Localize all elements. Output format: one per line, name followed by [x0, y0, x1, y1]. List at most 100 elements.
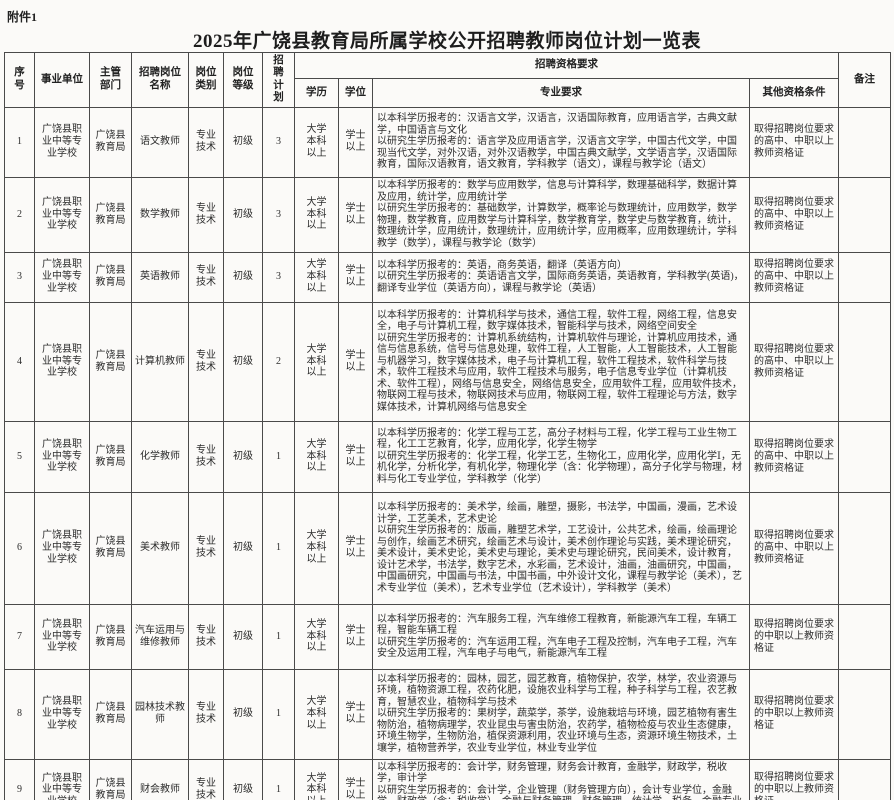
- cell-unit: 广饶县职业中等专业学校: [34, 668, 90, 760]
- cell-no: 1: [4, 106, 35, 178]
- cell-major: 以本科学历报考的：汉语言文学，汉语言，汉语国际教育，应用语言学，古典文献学，中国…: [372, 106, 750, 178]
- cell-unit: 广饶县职业中等专业学校: [34, 491, 90, 605]
- cell-major: 以本科学历报考的：园林，园艺，园艺教育，植物保护，农学，林学，农业资源与环境，植…: [372, 668, 750, 760]
- cell-plan: 3: [262, 176, 295, 253]
- cell-education: 大学本科以上: [294, 420, 339, 493]
- cell-position: 化学教师: [131, 420, 189, 493]
- cell-degree: 学士以上: [338, 106, 373, 178]
- cell-major: 以本科学历报考的：计算机科学与技术，通信工程，软件工程，网络工程，信息安全，电子…: [372, 301, 750, 422]
- page-title: 2025年广饶县教育局所属学校公开招聘教师岗位计划一览表: [192, 31, 701, 52]
- cell-remark: [838, 176, 891, 253]
- table-row: 6 广饶县职业中等专业学校 广饶县教育局 美术教师 专业技术 初级 1 大学本科…: [4, 491, 891, 605]
- cell-degree: 学士以上: [338, 176, 373, 253]
- cell-position: 园林技术教师: [131, 668, 189, 760]
- cell-major: 以本科学历报考的：美术学，绘画，雕塑，摄影，书法学，中国画，漫画，艺术设计学，工…: [372, 491, 750, 605]
- cell-remark: [838, 668, 891, 760]
- cell-remark: [838, 301, 891, 422]
- cell-level: 初级: [223, 758, 263, 800]
- table-row: 9 广饶县职业中等专业学校 广饶县教育局 财会教师 专业技术 初级 1 大学本科…: [4, 758, 891, 800]
- job-plan-table: 序号 事业单位 主管部门 招聘岗位名称 岗位类别 岗位等级 招聘计划 招聘资格要…: [4, 52, 891, 800]
- cell-position: 计算机教师: [131, 301, 189, 422]
- cell-remark: [838, 106, 891, 178]
- cell-dept: 广饶县教育局: [89, 758, 132, 800]
- cell-no: 2: [4, 176, 35, 253]
- cell-unit: 广饶县职业中等专业学校: [34, 176, 90, 253]
- cell-dept: 广饶县教育局: [89, 491, 132, 605]
- cell-category: 专业技术: [188, 758, 224, 800]
- cell-position: 汽车运用与维修教师: [131, 603, 189, 670]
- table-row: 8 广饶县职业中等专业学校 广饶县教育局 园林技术教师 专业技术 初级 1 大学…: [4, 668, 891, 760]
- cell-level: 初级: [223, 603, 263, 670]
- cell-unit: 广饶县职业中等专业学校: [34, 603, 90, 670]
- table-row: 4 广饶县职业中等专业学校 广饶县教育局 计算机教师 专业技术 初级 2 大学本…: [4, 301, 891, 422]
- cell-category: 专业技术: [188, 106, 224, 178]
- header-degree: 学位: [338, 77, 373, 108]
- header-no: 序号: [4, 52, 35, 108]
- cell-remark: [838, 491, 891, 605]
- header-dept: 主管部门: [89, 52, 132, 108]
- cell-other: 取得招聘岗位要求的高中、中职以上教师资格证: [749, 176, 839, 253]
- cell-remark: [838, 758, 891, 800]
- cell-other: 取得招聘岗位要求的高中、中职以上教师资格证: [749, 491, 839, 605]
- cell-plan: 2: [262, 301, 295, 422]
- cell-degree: 学士以上: [338, 758, 373, 800]
- cell-education: 大学本科以上: [294, 603, 339, 670]
- table-body: 1 广饶县职业中等专业学校 广饶县教育局 语文教师 专业技术 初级 3 大学本科…: [4, 106, 891, 800]
- cell-dept: 广饶县教育局: [89, 420, 132, 493]
- cell-other: 取得招聘岗位要求的中职以上教师资格证: [749, 758, 839, 800]
- cell-plan: 3: [262, 106, 295, 178]
- cell-remark: [838, 603, 891, 670]
- cell-category: 专业技术: [188, 420, 224, 493]
- cell-degree: 学士以上: [338, 491, 373, 605]
- cell-category: 专业技术: [188, 251, 224, 303]
- cell-education: 大学本科以上: [294, 758, 339, 800]
- attachment-label: 附件1: [7, 10, 38, 24]
- cell-no: 3: [4, 251, 35, 303]
- cell-unit: 广饶县职业中等专业学校: [34, 106, 90, 178]
- cell-dept: 广饶县教育局: [89, 106, 132, 178]
- cell-major: 以本科学历报考的：汽车服务工程，汽车维修工程教育，新能源汽车工程，车辆工程，智能…: [372, 603, 750, 670]
- cell-level: 初级: [223, 176, 263, 253]
- header-major: 专业要求: [372, 77, 750, 108]
- cell-remark: [838, 420, 891, 493]
- cell-no: 7: [4, 603, 35, 670]
- cell-no: 8: [4, 668, 35, 760]
- table-row: 1 广饶县职业中等专业学校 广饶县教育局 语文教师 专业技术 初级 3 大学本科…: [4, 106, 891, 178]
- header-plan: 招聘计划: [262, 52, 295, 108]
- cell-plan: 1: [262, 668, 295, 760]
- cell-other: 取得招聘岗位要求的高中、中职以上教师资格证: [749, 301, 839, 422]
- header-remark: 备注: [838, 52, 891, 108]
- cell-unit: 广饶县职业中等专业学校: [34, 420, 90, 493]
- cell-category: 专业技术: [188, 668, 224, 760]
- cell-major: 以本科学历报考的：化学工程与工艺，高分子材料与工程，化学工程与工业生物工程，化工…: [372, 420, 750, 493]
- cell-degree: 学士以上: [338, 668, 373, 760]
- cell-other: 取得招聘岗位要求的高中、中职以上教师资格证: [749, 420, 839, 493]
- cell-degree: 学士以上: [338, 603, 373, 670]
- header-unit: 事业单位: [34, 52, 90, 108]
- table-row: 3 广饶县职业中等专业学校 广饶县教育局 英语教师 专业技术 初级 3 大学本科…: [4, 251, 891, 303]
- cell-plan: 1: [262, 603, 295, 670]
- header-qualification-group: 招聘资格要求: [294, 52, 839, 79]
- table-row: 7 广饶县职业中等专业学校 广饶县教育局 汽车运用与维修教师 专业技术 初级 1…: [4, 603, 891, 670]
- cell-level: 初级: [223, 251, 263, 303]
- cell-dept: 广饶县教育局: [89, 251, 132, 303]
- cell-position: 英语教师: [131, 251, 189, 303]
- cell-major: 以本科学历报考的：英语，商务英语，翻译（英语方向） 以研究生学历报考的：英语语言…: [372, 251, 750, 303]
- cell-other: 取得招聘岗位要求的中职以上教师资格证: [749, 603, 839, 670]
- cell-no: 4: [4, 301, 35, 422]
- cell-dept: 广饶县教育局: [89, 176, 132, 253]
- cell-no: 5: [4, 420, 35, 493]
- header-other: 其他资格条件: [749, 77, 839, 108]
- cell-no: 9: [4, 758, 35, 800]
- header-level: 岗位等级: [223, 52, 263, 108]
- cell-education: 大学本科以上: [294, 668, 339, 760]
- cell-level: 初级: [223, 106, 263, 178]
- cell-other: 取得招聘岗位要求的中职以上教师资格证: [749, 668, 839, 760]
- cell-other: 取得招聘岗位要求的高中、中职以上教师资格证: [749, 106, 839, 178]
- header-category: 岗位类别: [188, 52, 224, 108]
- cell-level: 初级: [223, 301, 263, 422]
- cell-major: 以本科学历报考的：数学与应用数学，信息与计算科学，数理基础科学，数据计算及应用，…: [372, 176, 750, 253]
- cell-plan: 1: [262, 758, 295, 800]
- header-education: 学历: [294, 77, 339, 108]
